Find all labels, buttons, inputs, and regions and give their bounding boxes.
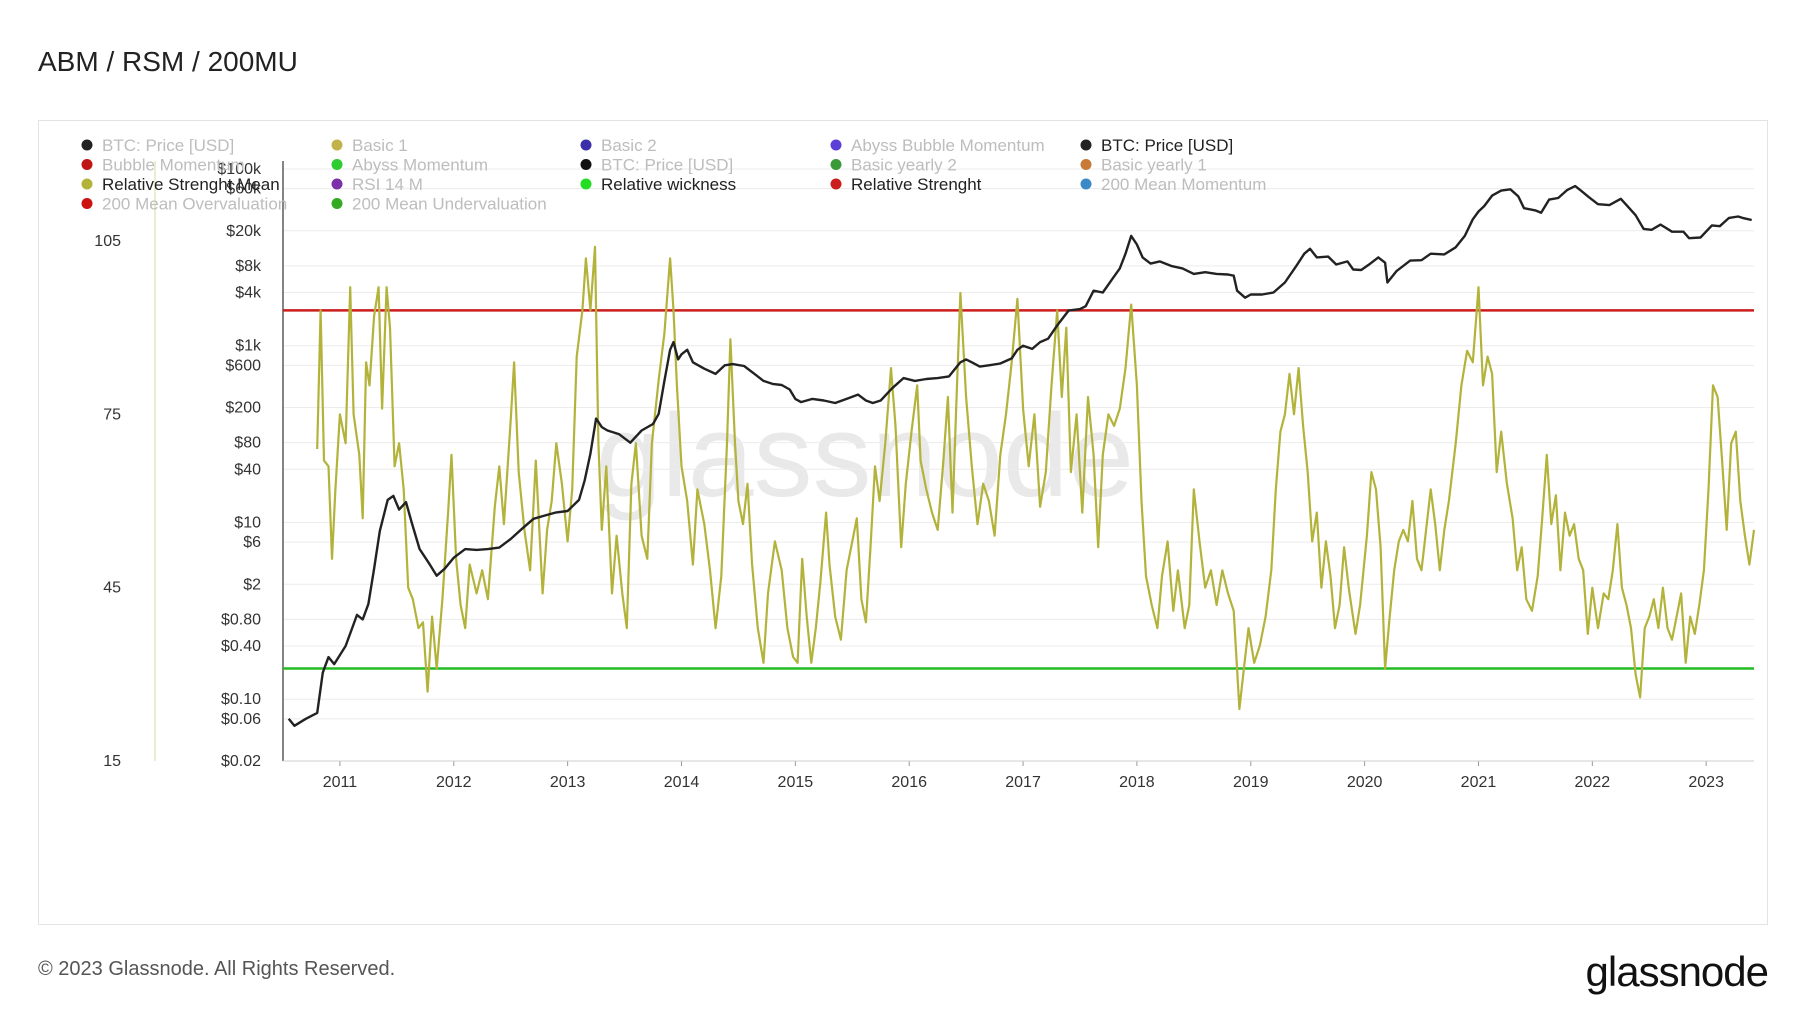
copyright-footer: © 2023 Glassnode. All Rights Reserved.	[38, 958, 396, 980]
legend-item-label[interactable]: BTC: Price [USD]	[1101, 136, 1233, 155]
legend-item-label[interactable]: Relative Strenght	[851, 175, 982, 194]
legend-marker[interactable]	[580, 159, 592, 170]
x-tick-label: 2020	[1347, 774, 1383, 791]
ticks-layer: $100k $60k $20k $8k $4k $1k $600 $200 $80 $40 $10 $…	[94, 161, 1754, 791]
legend-marker[interactable]	[830, 139, 842, 151]
chart-frame: glassnode $100k $60k $20k $8k $4k $1k $600 $200…	[38, 120, 1768, 925]
watermark-layer: glassnode	[596, 390, 1134, 522]
left-tick-label: 75	[103, 406, 121, 423]
price-tick-label: $80	[234, 435, 261, 452]
x-tick-label: 2022	[1575, 774, 1611, 791]
x-tick-label: 2014	[664, 774, 700, 791]
legend-marker[interactable]	[580, 139, 592, 151]
legend-item-label[interactable]: Relative Strenght Mean	[102, 175, 280, 194]
x-tick-label: 2015	[778, 774, 814, 791]
legend-marker[interactable]	[830, 178, 842, 190]
legend-item-label[interactable]: BTC: Price [USD]	[102, 136, 234, 155]
price-tick-label: $8k	[235, 258, 262, 275]
legend-item-label[interactable]: Abyss Momentum	[352, 156, 488, 175]
price-tick-label: $2	[243, 576, 261, 593]
left-tick-label: 105	[94, 233, 121, 250]
legend-item-label[interactable]: Relative wickness	[601, 175, 736, 194]
price-tick-label: $0.40	[221, 638, 261, 655]
left-tick-label: 45	[103, 580, 121, 597]
x-tick-label: 2021	[1461, 774, 1497, 791]
chart-svg: glassnode $100k $60k $20k $8k $4k $1k $600 $200…	[81, 136, 1756, 791]
price-tick-label: $40	[234, 461, 261, 478]
series-line	[316, 245, 1756, 711]
price-tick-label: $0.02	[221, 753, 261, 770]
legend-marker[interactable]	[830, 159, 842, 170]
legend-marker[interactable]	[580, 178, 592, 190]
price-tick-label: $0.06	[221, 711, 261, 728]
legend-marker[interactable]	[81, 178, 93, 190]
price-tick-label: $0.80	[221, 611, 261, 628]
price-tick-label: $10	[234, 514, 261, 531]
legend-item-label[interactable]: Basic 2	[601, 136, 657, 155]
axis-layer	[154, 161, 284, 761]
legend-marker[interactable]	[331, 139, 343, 151]
legend-marker[interactable]	[81, 198, 93, 209]
glassnode-logo: glassnode	[1585, 948, 1769, 995]
legend-marker[interactable]	[331, 178, 343, 190]
price-tick-label: $1k	[235, 338, 262, 355]
price-tick-label: $100k	[217, 161, 262, 178]
legend-marker[interactable]	[331, 159, 343, 170]
legend-item-label[interactable]: RSI 14 M	[352, 175, 423, 194]
watermark-text: glassnode	[596, 390, 1134, 522]
legend-marker[interactable]	[1080, 159, 1092, 170]
x-tick-label: 2012	[436, 774, 472, 791]
x-tick-label: 2016	[891, 774, 927, 791]
legend-marker[interactable]	[81, 139, 93, 151]
series-layer	[287, 184, 1756, 727]
legend-item-label[interactable]: BTC: Price [USD]	[601, 156, 733, 175]
legend-item-label[interactable]: Basic yearly 1	[1101, 156, 1207, 175]
price-tick-label: $20k	[226, 223, 262, 240]
price-tick-label: $4k	[235, 285, 262, 302]
legend-item-label[interactable]: 200 Mean Overvaluation	[102, 195, 287, 214]
x-tick-label: 2011	[323, 774, 358, 791]
series-line	[287, 184, 1752, 727]
legend-item-label[interactable]: 200 Mean Momentum	[1101, 175, 1266, 194]
legend-item-label[interactable]: Bubble Momentum	[102, 156, 245, 175]
price-tick-label: $600	[225, 357, 261, 374]
legend-item-label[interactable]: 200 Mean Undervaluation	[352, 195, 547, 214]
legend-marker[interactable]	[81, 159, 93, 170]
x-tick-label: 2017	[1005, 774, 1041, 791]
legend-item-label[interactable]: Abyss Bubble Momentum	[851, 136, 1045, 155]
price-tick-label: $6	[243, 534, 261, 551]
price-tick-label: $60k	[226, 181, 262, 198]
price-tick-label: $200	[225, 400, 261, 417]
legend-marker[interactable]	[331, 198, 343, 209]
price-tick-label: $0.10	[221, 691, 261, 708]
legend-item-label[interactable]: Basic yearly 2	[851, 156, 957, 175]
left-tick-label: 15	[103, 753, 121, 770]
x-tick-label: 2018	[1119, 774, 1155, 791]
legend-marker[interactable]	[1080, 178, 1092, 190]
x-tick-label: 2023	[1688, 774, 1724, 791]
chart-title: ABM / RSM / 200MU	[38, 46, 298, 77]
legend-marker[interactable]	[1080, 139, 1092, 151]
legend: BTC: Price [USD] Basic 1 Basic 2 Abyss Bubb…	[81, 136, 1266, 214]
legend-item-label[interactable]: Basic 1	[352, 136, 408, 155]
x-tick-label: 2013	[550, 774, 586, 791]
x-tick-label: 2019	[1233, 774, 1269, 791]
